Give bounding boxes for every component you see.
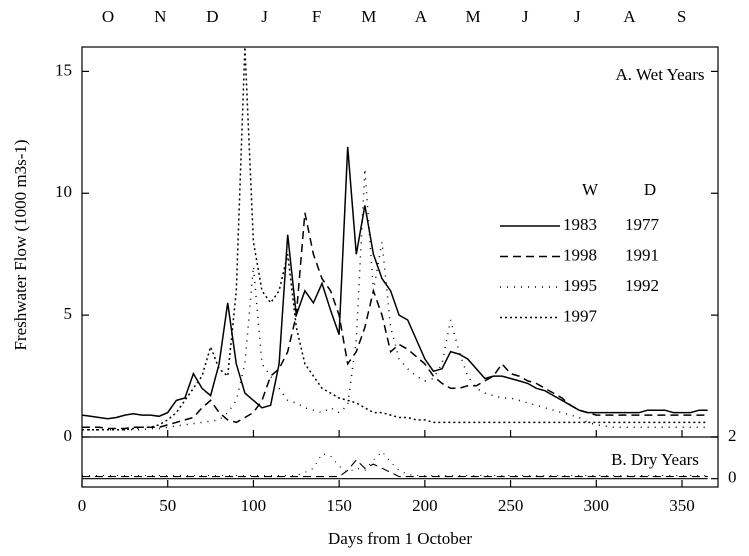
x-tick-label: 350: [669, 496, 695, 515]
legend-label: 1991: [625, 245, 659, 264]
x-tick-label: 150: [326, 496, 352, 515]
y-tick-label: 15: [55, 60, 72, 79]
month-label: J: [574, 7, 581, 26]
month-label: A: [415, 7, 428, 26]
month-label: N: [154, 7, 166, 26]
y-tick-label: 10: [55, 182, 72, 201]
month-label: A: [623, 7, 636, 26]
y-tick-label: 0: [64, 426, 73, 445]
panel-b-title: B. Dry Years: [611, 450, 699, 469]
x-tick-label: 200: [412, 496, 438, 515]
x-axis-label: Days from 1 October: [328, 529, 472, 548]
x-tick-label: 100: [241, 496, 267, 515]
month-label: F: [312, 7, 321, 26]
month-label: M: [361, 7, 376, 26]
series-line: [82, 212, 708, 430]
month-label: S: [677, 7, 686, 26]
month-label: J: [261, 7, 268, 26]
month-label: J: [522, 7, 529, 26]
y-axis-label: Freshwater Flow (1000 m3s-1): [11, 139, 30, 350]
legend-header: W: [582, 180, 599, 199]
panel-a-title: A. Wet Years: [616, 65, 705, 84]
month-label: O: [102, 7, 114, 26]
x-tick-label: 50: [159, 496, 176, 515]
legend-label: 1983: [563, 215, 597, 234]
series-line: [82, 459, 708, 478]
x-tick-label: 300: [584, 496, 610, 515]
y-tick-label: 5: [64, 304, 73, 323]
x-tick-label: 250: [498, 496, 524, 515]
legend-label: 1995: [563, 276, 597, 295]
month-label: D: [206, 7, 218, 26]
legend-label: 1998: [563, 245, 597, 264]
legend-label: 1997: [563, 306, 598, 325]
series-line: [81, 146, 708, 420]
series-line: [82, 46, 708, 431]
plot-frame: [81, 46, 719, 488]
y2-tick-label: 0: [728, 468, 737, 487]
month-label: M: [466, 7, 481, 26]
legend-label: 1992: [625, 276, 659, 295]
legend-label: 1977: [625, 215, 660, 234]
x-tick-label: 0: [78, 496, 87, 515]
series-line: [82, 168, 708, 431]
legend-header: D: [644, 180, 656, 199]
y2-tick-label: 2: [728, 426, 737, 445]
